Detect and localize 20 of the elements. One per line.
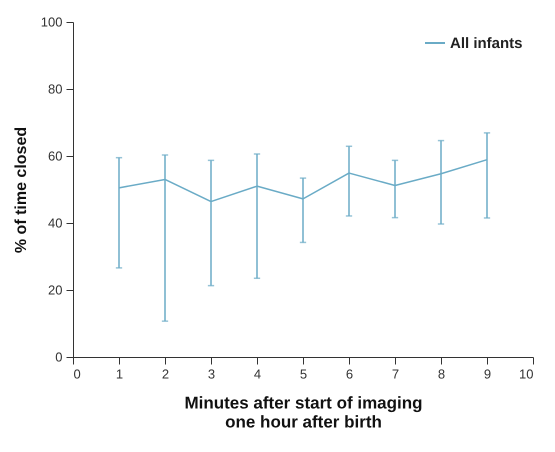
x-tick-label: 3 [208,366,216,382]
y-tick-label: 40 [48,216,62,230]
y-tick-label: 80 [48,82,62,96]
x-tick-label: 4 [254,366,262,382]
x-tick-label: 5 [300,366,308,382]
x-tick-label: 7 [392,366,400,382]
y-tick-label: 100 [40,14,62,30]
y-tick-label: 0 [55,350,62,364]
x-tick-label: 6 [346,366,354,382]
y-tick-label: 20 [48,282,62,298]
y-axis-title: % of time closed [12,126,30,254]
y-tick-label: 60 [48,148,62,164]
x-tick-label: 2 [162,366,170,382]
x-tick-label: 1 [116,366,124,382]
x-tick-label: 0 [74,366,81,382]
legend-label: All infants [450,35,523,52]
x-tick-label: 8 [438,366,446,382]
x-axis-title: Minutes after start of imaging one hour after birth [184,394,423,432]
x-tick-label: 10 [519,366,534,382]
x-tick-label: 9 [484,366,492,382]
